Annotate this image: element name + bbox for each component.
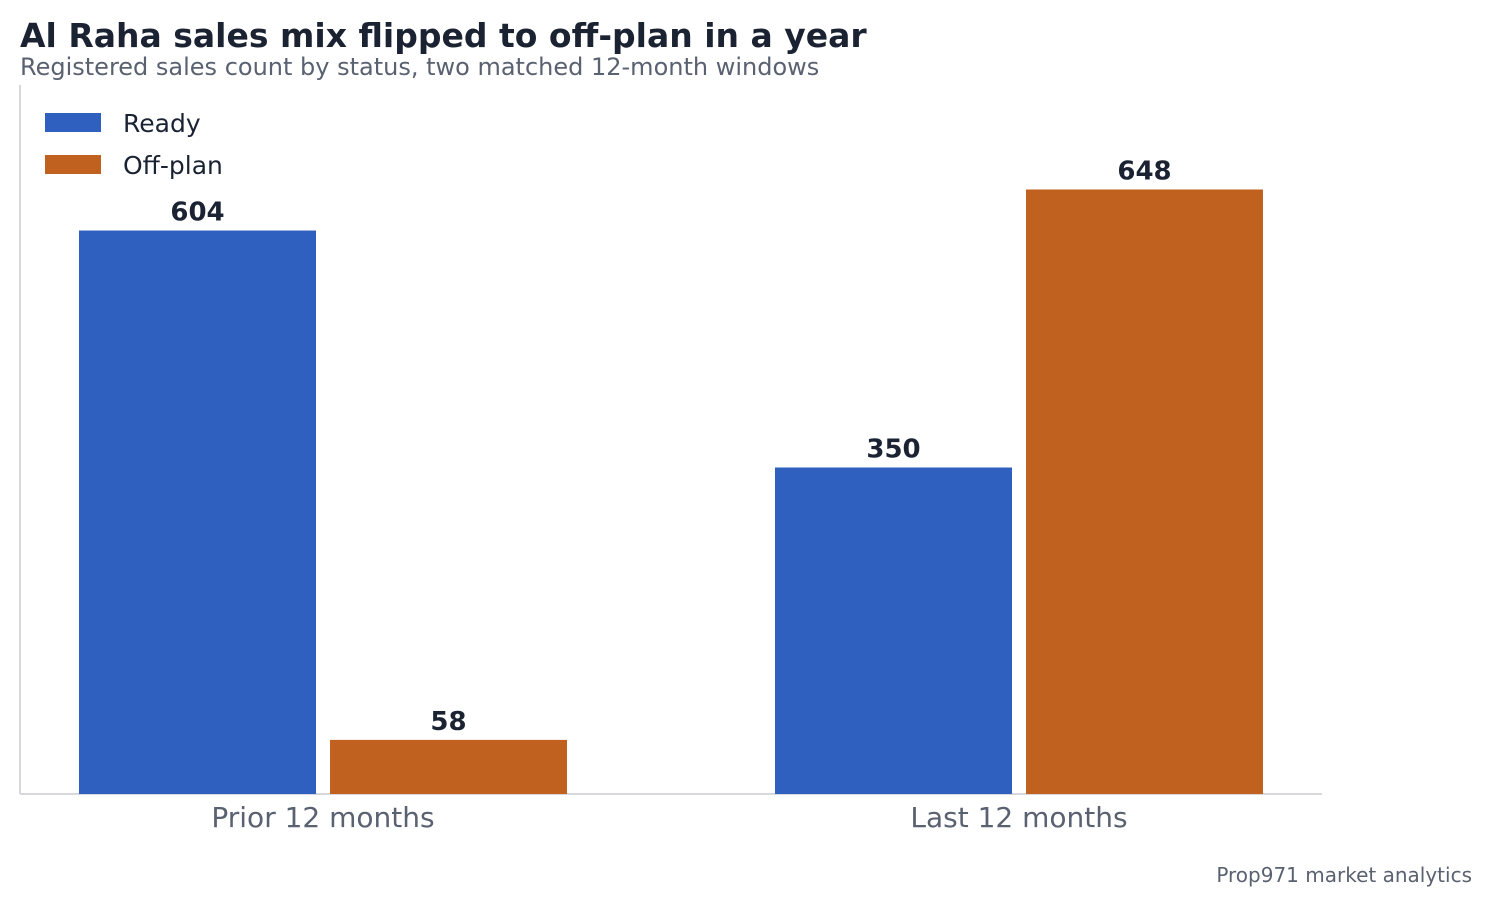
legend: Ready Off-plan	[45, 109, 223, 180]
value-label-ready-1: 604	[170, 198, 224, 228]
bar-ready-2	[775, 467, 1012, 794]
source-note: Prop971 market analytics	[1216, 863, 1472, 887]
value-label-ready-2: 350	[866, 434, 920, 464]
category-labels-group: Prior 12 months Last 12 months	[211, 801, 1127, 834]
legend-swatch-off-plan	[45, 155, 101, 174]
legend-swatch-ready	[45, 113, 101, 132]
bar-off-plan-1	[330, 739, 567, 794]
category-label-2: Last 12 months	[910, 801, 1127, 834]
chart-subtitle: Registered sales count by status, two ma…	[20, 53, 819, 81]
bars-group	[79, 189, 1263, 795]
category-label-1: Prior 12 months	[211, 801, 434, 834]
chart-title: Al Raha sales mix flipped to off-plan in…	[20, 16, 867, 55]
value-label-off-plan-2: 648	[1117, 156, 1171, 186]
legend-label-off-plan: Off-plan	[123, 151, 223, 180]
value-labels-group: 604 58 350 648	[170, 156, 1171, 736]
bar-off-plan-2	[1026, 189, 1263, 795]
bar-ready-1	[79, 230, 316, 794]
legend-label-ready: Ready	[123, 109, 201, 138]
value-label-off-plan-1: 58	[430, 707, 466, 737]
